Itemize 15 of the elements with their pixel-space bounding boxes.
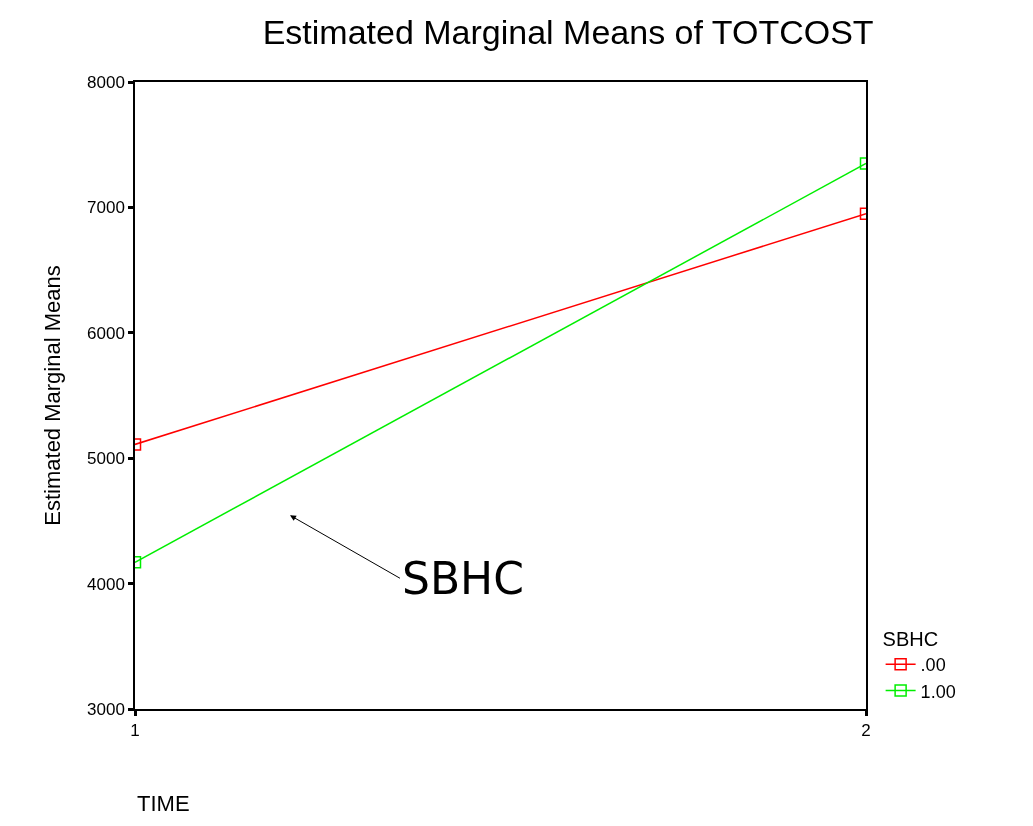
y-tick-label: 3000 (87, 699, 125, 719)
y-tick-label: 8000 (87, 72, 125, 92)
chart-title: Estimated Marginal Means of TOTCOST (262, 13, 874, 52)
y-tick-label: 6000 (87, 323, 125, 343)
y-tick-label: 5000 (87, 449, 125, 469)
y-tick-label: 4000 (87, 574, 125, 594)
legend-title: SBHC (882, 628, 939, 650)
x-tick-label: 2 (861, 721, 871, 741)
y-tick-label: 7000 (87, 198, 125, 218)
x-tick-label: 1 (130, 721, 140, 741)
x-axis-title: TIME (137, 791, 190, 816)
legend-label: .00 (920, 655, 946, 676)
legend-label: 1.00 (920, 681, 956, 702)
y-axis-title: Estimated Marginal Means (40, 265, 66, 526)
annotation: SBHC (402, 553, 524, 604)
